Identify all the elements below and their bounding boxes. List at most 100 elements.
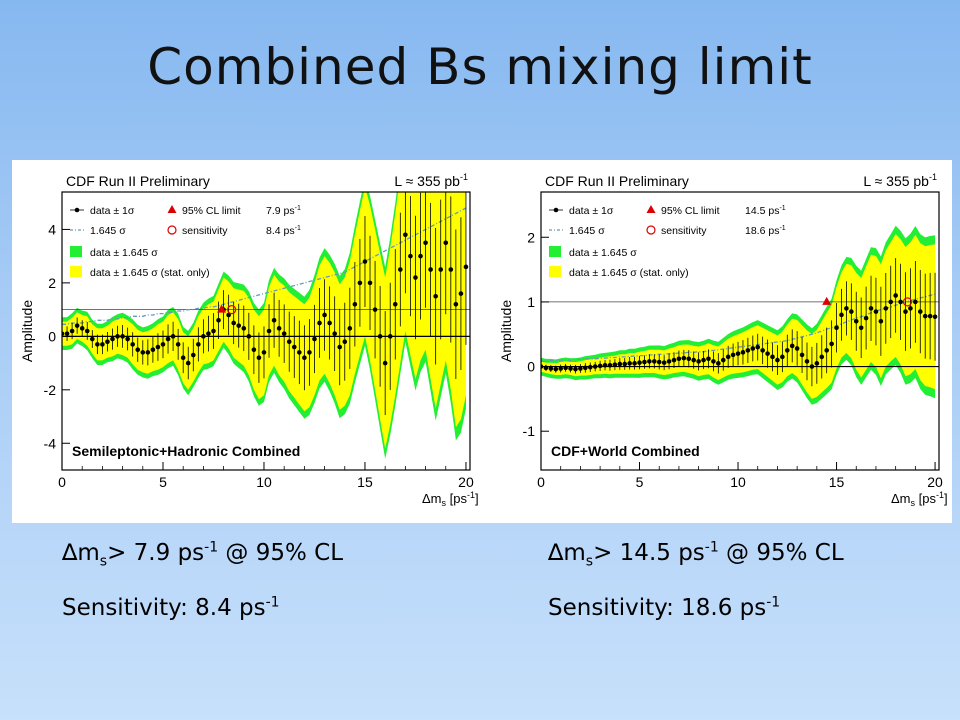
data-point xyxy=(696,359,701,364)
data-point xyxy=(357,280,363,286)
data-point xyxy=(317,320,322,326)
plot-area xyxy=(62,192,470,459)
data-point xyxy=(428,267,433,272)
right-sensitivity-caption: Sensitivity: 18.6 ps-1 xyxy=(548,595,780,621)
data-point xyxy=(135,347,141,353)
data-point xyxy=(180,355,186,361)
confidence-level: @ 95% CL xyxy=(718,540,844,566)
limit-marker xyxy=(217,304,227,313)
y-tick-label: 2 xyxy=(48,275,56,291)
data-point xyxy=(372,307,378,312)
plot-frame xyxy=(61,191,471,471)
data-point xyxy=(647,359,652,364)
data-point xyxy=(241,326,247,331)
data-point xyxy=(170,334,176,339)
data-point xyxy=(691,357,696,363)
legend-sens-value: 8.4 ps-1 xyxy=(266,225,301,237)
data-point xyxy=(387,334,393,339)
data-point xyxy=(190,352,196,358)
data-point xyxy=(398,267,403,272)
data-point xyxy=(362,259,368,264)
data-point xyxy=(403,232,408,238)
data-point xyxy=(392,301,398,307)
legend-yellow-label: data ± 1.645 σ (stat. only) xyxy=(90,267,210,279)
data-point xyxy=(342,339,348,344)
legend-limit-marker xyxy=(646,205,656,213)
data-point xyxy=(105,339,110,344)
legend-data-point xyxy=(553,207,559,213)
sensitivity-marker xyxy=(227,305,237,315)
data-point xyxy=(558,366,564,371)
data-point xyxy=(563,365,568,371)
data-point xyxy=(607,362,613,368)
legend-limit-label: 95% CL limit xyxy=(182,205,241,217)
legend-green-label: data ± 1.645 σ xyxy=(569,247,637,259)
data-point xyxy=(858,325,864,331)
x-tick-label: 15 xyxy=(829,474,845,490)
slide-title: Combined Bs mixing limit xyxy=(147,38,813,96)
delta-m-symbol: ∆m xyxy=(62,540,100,566)
data-point xyxy=(196,342,201,347)
luminosity-label: L ≈ 355 pb-1 xyxy=(863,172,937,189)
data-point xyxy=(755,344,761,350)
data-point xyxy=(844,306,849,311)
data-point xyxy=(211,328,216,334)
legend-sens-value: 18.6 ps-1 xyxy=(745,225,786,237)
data-point xyxy=(780,354,785,360)
data-point xyxy=(789,343,795,349)
data-point xyxy=(814,361,820,366)
data-point xyxy=(74,323,80,328)
data-point xyxy=(568,366,573,371)
data-point xyxy=(332,331,337,336)
y-axis-title: Amplitude xyxy=(498,300,514,362)
data-point xyxy=(587,364,593,370)
x-tick-label: 5 xyxy=(636,474,644,490)
x-axis-title: Δms [ps-1] xyxy=(422,490,479,508)
data-point xyxy=(95,342,100,347)
data-point xyxy=(716,361,721,366)
chart-header: CDF Run II Preliminary xyxy=(66,173,210,189)
x-tick-label: 15 xyxy=(357,474,373,490)
data-point xyxy=(642,359,647,365)
data-point xyxy=(868,306,874,311)
data-point xyxy=(711,359,716,364)
data-point xyxy=(382,360,388,366)
data-point xyxy=(849,309,854,314)
x-tick-label: 5 xyxy=(159,474,167,490)
data-point xyxy=(824,348,829,353)
legend-limit-value: 14.5 ps-1 xyxy=(745,205,786,217)
data-point xyxy=(175,342,181,347)
left-plot-panel: 0 5 10 15 20 -4 -2 0 2 4 Δms [ps-1] Amplitude CDF Ru… xyxy=(12,160,507,523)
data-point xyxy=(130,342,135,347)
data-point xyxy=(893,293,898,298)
data-point xyxy=(297,350,302,355)
data-point xyxy=(681,355,687,361)
legend-yellow-label: data ± 1.645 σ (stat. only) xyxy=(569,267,689,279)
data-point xyxy=(327,320,332,326)
data-point xyxy=(201,334,206,339)
legend-data-label: data ± 1σ xyxy=(569,205,614,217)
data-point xyxy=(706,356,711,362)
data-point xyxy=(908,306,913,311)
data-point xyxy=(271,318,277,323)
sensitivity-text: Sensitivity: 8.4 ps xyxy=(62,595,266,621)
data-point xyxy=(745,348,751,353)
legend-data-point xyxy=(74,207,80,213)
analysis-label: Semileptonic+Hadronic Combined xyxy=(72,443,300,459)
data-point xyxy=(573,366,578,372)
y-tick-label: 2 xyxy=(527,229,535,245)
data-point xyxy=(185,360,191,366)
data-point xyxy=(701,357,706,363)
chart-header: CDF Run II Preliminary xyxy=(545,173,689,189)
legend-limit-value: 7.9 ps-1 xyxy=(266,205,301,217)
data-point xyxy=(216,318,221,323)
data-point xyxy=(453,301,459,307)
data-point xyxy=(839,312,844,318)
data-point xyxy=(79,326,85,331)
data-point xyxy=(377,334,383,339)
right-limit-caption: ∆ms> 14.5 ps-1 @ 95% CL xyxy=(548,540,844,569)
data-point xyxy=(423,240,428,246)
data-point xyxy=(873,309,879,314)
legend-green-swatch xyxy=(549,246,561,257)
data-point xyxy=(592,364,598,369)
